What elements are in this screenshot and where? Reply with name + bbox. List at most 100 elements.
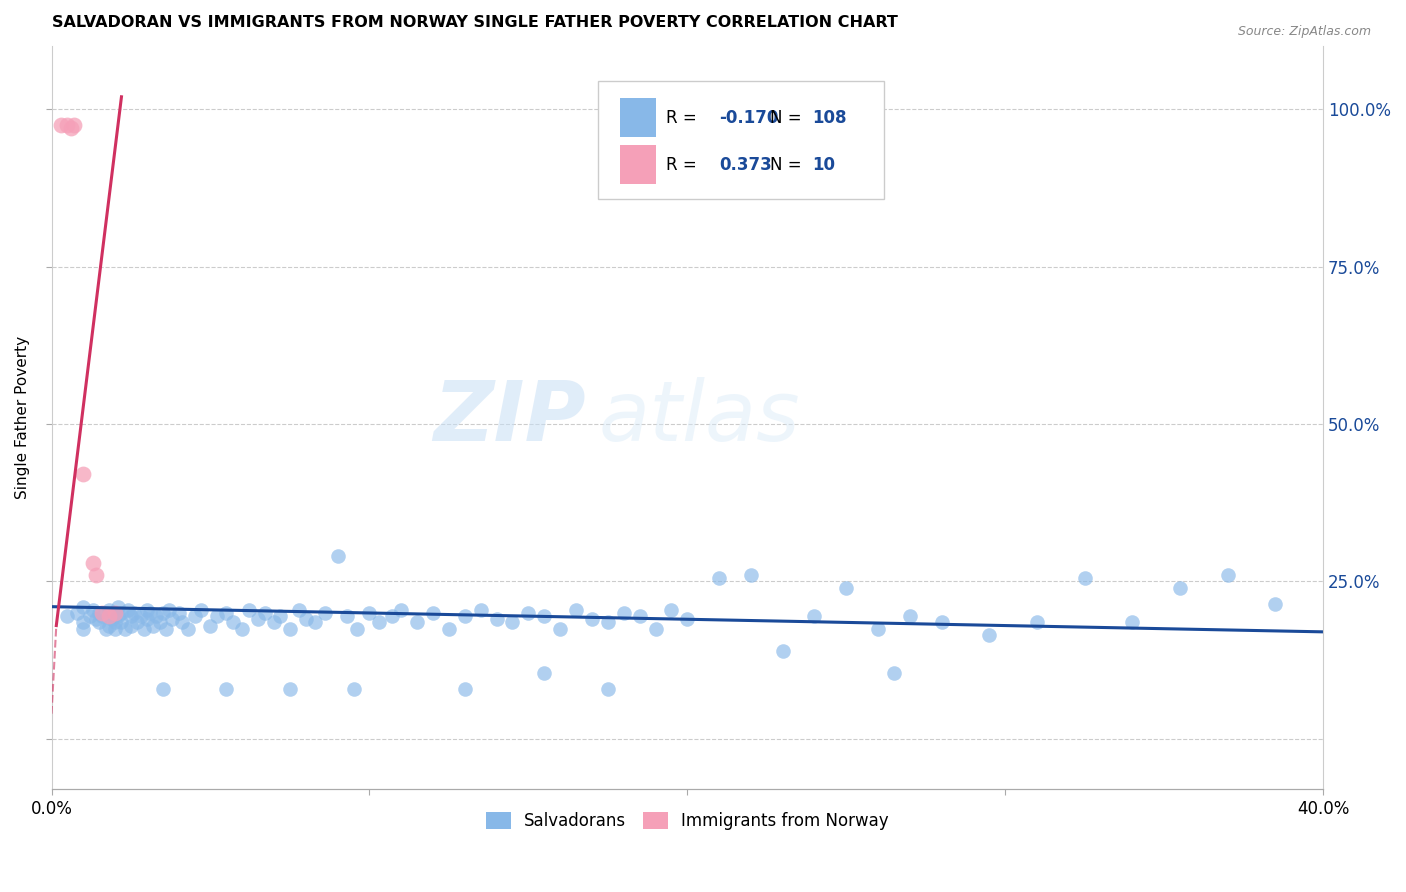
Point: [139, 606, 162, 620]
Point: [581, 612, 603, 626]
Text: Source: ZipAtlas.com: Source: ZipAtlas.com: [1237, 25, 1371, 38]
Text: SALVADORAN VS IMMIGRANTS FROM NORWAY SINGLE FATHER POVERTY CORRELATION CHART: SALVADORAN VS IMMIGRANTS FROM NORWAY SIN…: [52, 15, 897, 30]
Point: [107, 609, 129, 624]
Legend: Salvadorans, Immigrants from Norway: Salvadorans, Immigrants from Norway: [479, 805, 896, 837]
Point: [72, 622, 94, 636]
Point: [437, 622, 460, 636]
Text: atlas: atlas: [599, 377, 800, 458]
Point: [183, 609, 205, 624]
Point: [215, 681, 238, 696]
Point: [406, 615, 429, 630]
Point: [177, 622, 200, 636]
Point: [145, 609, 167, 624]
Point: [979, 628, 1001, 642]
Point: [278, 622, 301, 636]
Point: [1121, 615, 1143, 630]
Point: [565, 603, 588, 617]
Text: N =: N =: [770, 109, 807, 127]
Point: [91, 609, 114, 624]
Point: [263, 615, 285, 630]
Point: [101, 612, 124, 626]
Point: [613, 606, 636, 620]
Point: [359, 606, 381, 620]
Point: [533, 665, 555, 680]
Point: [170, 615, 193, 630]
Point: [342, 681, 364, 696]
Point: [314, 606, 336, 620]
Point: [200, 618, 222, 632]
Point: [117, 603, 139, 617]
Point: [79, 609, 101, 624]
Point: [135, 612, 157, 626]
Point: [155, 622, 177, 636]
Point: [346, 622, 368, 636]
Point: [122, 606, 145, 620]
Point: [104, 606, 127, 620]
Point: [56, 609, 79, 624]
Point: [253, 606, 276, 620]
Point: [454, 681, 477, 696]
Point: [628, 609, 651, 624]
Point: [120, 618, 142, 632]
Point: [931, 615, 953, 630]
Point: [129, 609, 152, 624]
Point: [422, 606, 444, 620]
Point: [110, 606, 132, 620]
Point: [167, 606, 190, 620]
Point: [517, 606, 540, 620]
Point: [596, 615, 619, 630]
Point: [104, 622, 127, 636]
Point: [868, 622, 890, 636]
Point: [152, 681, 174, 696]
Point: [49, 118, 72, 132]
Point: [97, 609, 120, 624]
Point: [152, 606, 174, 620]
Point: [56, 118, 79, 132]
Point: [326, 549, 349, 564]
Point: [501, 615, 523, 630]
Point: [190, 603, 212, 617]
Point: [454, 609, 477, 624]
Point: [94, 622, 117, 636]
Point: [661, 603, 683, 617]
FancyBboxPatch shape: [620, 145, 655, 184]
Text: -0.170: -0.170: [718, 109, 779, 127]
Point: [149, 615, 172, 630]
Point: [89, 606, 111, 620]
Text: R =: R =: [665, 155, 702, 174]
FancyBboxPatch shape: [620, 98, 655, 137]
Text: 10: 10: [811, 155, 835, 174]
Text: 0.373: 0.373: [718, 155, 772, 174]
Point: [62, 118, 84, 132]
Point: [107, 599, 129, 614]
Point: [269, 609, 291, 624]
Point: [82, 556, 104, 570]
Point: [97, 618, 120, 632]
Point: [883, 665, 905, 680]
Text: R =: R =: [665, 109, 702, 127]
Point: [596, 681, 619, 696]
Point: [91, 606, 114, 620]
Point: [72, 615, 94, 630]
Point: [127, 615, 149, 630]
Point: [898, 609, 921, 624]
Point: [104, 606, 127, 620]
Point: [1168, 581, 1191, 595]
Point: [533, 609, 555, 624]
Text: ZIP: ZIP: [433, 377, 586, 458]
Point: [142, 618, 165, 632]
Point: [215, 606, 238, 620]
Point: [97, 603, 120, 617]
Point: [381, 609, 404, 624]
Point: [772, 644, 794, 658]
Point: [59, 121, 82, 136]
Point: [740, 568, 762, 582]
Point: [835, 581, 858, 595]
Point: [389, 603, 412, 617]
Point: [278, 681, 301, 696]
Point: [82, 603, 104, 617]
Point: [120, 609, 142, 624]
Point: [247, 612, 270, 626]
Point: [295, 612, 318, 626]
Point: [336, 609, 359, 624]
